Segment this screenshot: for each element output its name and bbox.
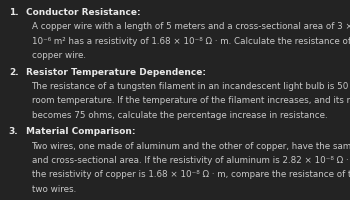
- Text: two wires.: two wires.: [32, 185, 76, 194]
- Text: The resistance of a tungsten filament in an incandescent light bulb is 50 ohms a: The resistance of a tungsten filament in…: [32, 82, 350, 91]
- Text: the resistivity of copper is 1.68 × 10⁻⁸ Ω · m, compare the resistance of the: the resistivity of copper is 1.68 × 10⁻⁸…: [32, 170, 350, 179]
- Text: copper wire.: copper wire.: [32, 51, 85, 60]
- Text: 10⁻⁶ m² has a resistivity of 1.68 × 10⁻⁸ Ω · m. Calculate the resistance of the: 10⁻⁶ m² has a resistivity of 1.68 × 10⁻⁸…: [32, 37, 350, 46]
- Text: 2.: 2.: [9, 68, 18, 77]
- Text: Two wires, one made of aluminum and the other of copper, have the same length: Two wires, one made of aluminum and the …: [32, 142, 350, 151]
- Text: and cross-sectional area. If the resistivity of aluminum is 2.82 × 10⁻⁸ Ω · m an: and cross-sectional area. If the resisti…: [32, 156, 350, 165]
- Text: 3.: 3.: [9, 127, 18, 136]
- Text: 1.: 1.: [9, 8, 18, 17]
- Text: becomes 75 ohms, calculate the percentage increase in resistance.: becomes 75 ohms, calculate the percentag…: [32, 111, 327, 120]
- Text: room temperature. If the temperature of the filament increases, and its resistan: room temperature. If the temperature of …: [32, 96, 350, 105]
- Text: Material Comparison:: Material Comparison:: [26, 127, 136, 136]
- Text: Conductor Resistance:: Conductor Resistance:: [26, 8, 141, 17]
- Text: Resistor Temperature Dependence:: Resistor Temperature Dependence:: [26, 68, 206, 77]
- Text: A copper wire with a length of 5 meters and a cross-sectional area of 3 ×: A copper wire with a length of 5 meters …: [32, 22, 350, 31]
